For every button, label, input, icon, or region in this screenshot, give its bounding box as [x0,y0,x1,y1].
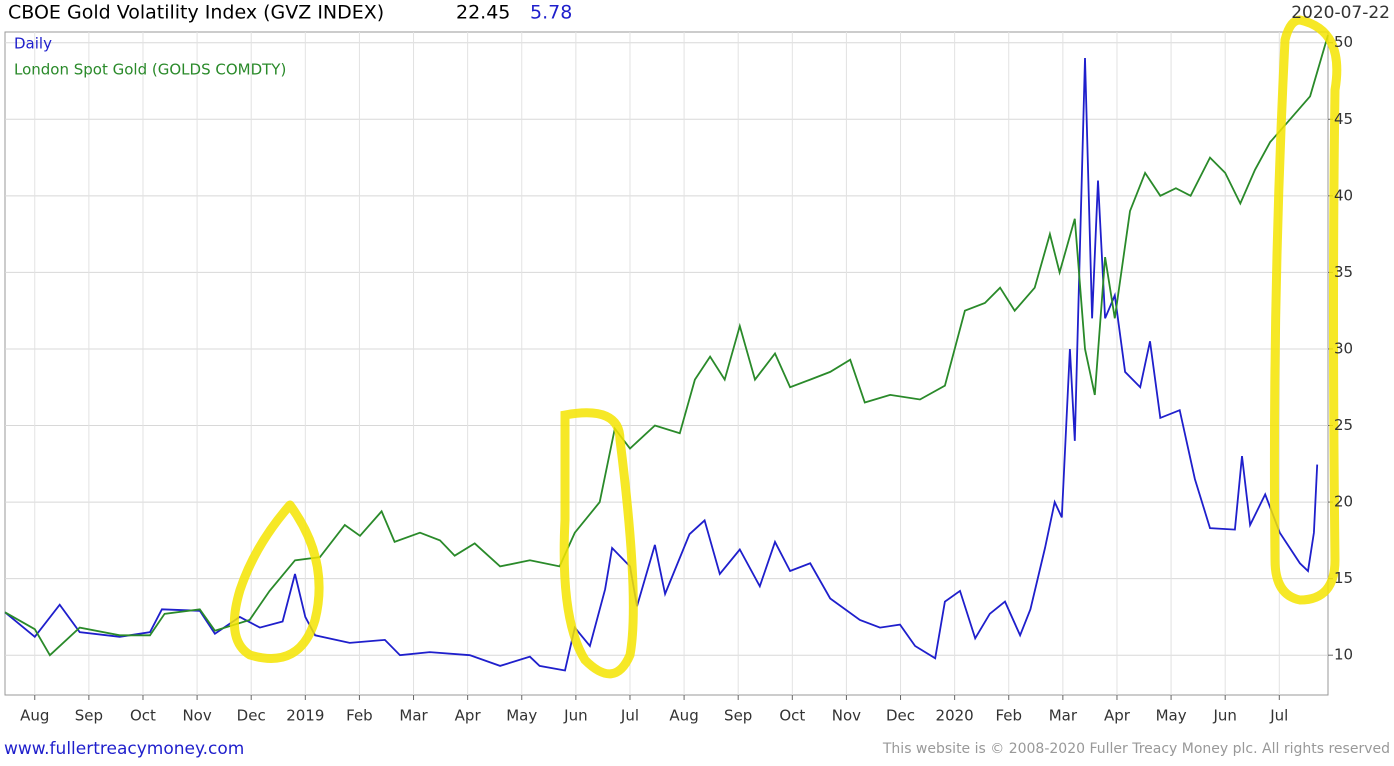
highlight [1269,15,1342,605]
y-tick-label: 25 [1334,416,1353,434]
x-tick-label: 2020 [936,707,974,725]
y-tick-label: 50 [1334,33,1353,51]
legend-entry: Daily [14,35,52,53]
x-tick-label: Jul [620,707,639,725]
x-tick-label: Jul [1269,707,1288,725]
x-tick-label: Sep [75,707,103,725]
x-tick-label: Oct [130,707,156,725]
series-line [4,57,1319,672]
x-tick-label: Feb [346,707,373,725]
x-tick-label: May [1156,707,1187,725]
grid [5,32,1333,700]
x-tick-label: 2019 [286,707,324,725]
y-tick-label: 35 [1334,263,1353,281]
x-tick-label: Jun [1212,707,1236,725]
highlight [559,408,638,679]
last-value: 22.45 [456,2,510,24]
x-tick-label: May [506,707,537,725]
y-tick-label: 10 [1334,646,1353,664]
highlight [229,500,324,663]
change-value: 5.78 [530,2,572,24]
lines [4,34,1329,672]
x-tick-label: Sep [724,707,752,725]
series-line [4,34,1329,657]
chart-title: CBOE Gold Volatility Index (GVZ INDEX) [8,2,384,24]
x-tick-label: Apr [455,707,482,725]
y-tick-label: 20 [1334,493,1353,511]
y-tick-label: 15 [1334,569,1353,587]
highlights [229,15,1342,679]
x-tick-label: Mar [1049,707,1078,725]
x-tick-label: Mar [399,707,428,725]
x-tick-label: Nov [832,707,861,725]
x-tick-label: Nov [182,707,211,725]
x-tick-label: Feb [995,707,1022,725]
legend-entry: London Spot Gold (GOLDS COMDTY) [14,61,286,79]
x-tick-label: Oct [779,707,805,725]
x-tick-label: Dec [237,707,266,725]
plot-frame [4,31,1329,696]
x-tick-label: Dec [886,707,915,725]
x-tick-label: Jun [563,707,587,725]
date: 2020-07-22 [1291,3,1390,23]
footer-link[interactable]: www.fullertreacymoney.com [4,739,244,759]
y-tick-label: 40 [1334,186,1353,204]
y-tick-label: 45 [1334,110,1353,128]
x-tick-label: Aug [669,707,698,725]
x-tick-label: Aug [20,707,49,725]
x-tick-label: Apr [1104,707,1131,725]
y-tick-label: 30 [1334,339,1353,357]
footer-copyright: This website is © 2008-2020 Fuller Treac… [882,741,1390,757]
